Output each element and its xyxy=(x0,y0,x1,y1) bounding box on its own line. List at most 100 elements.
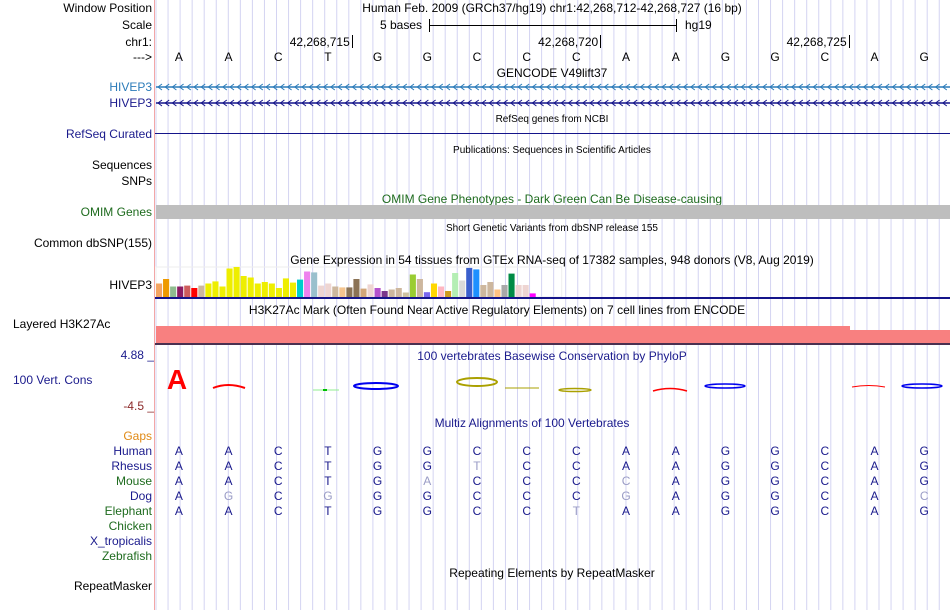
gtex-tissue-bar[interactable] xyxy=(473,269,480,297)
gtex-tissue-bar[interactable] xyxy=(282,278,289,297)
gencode-label-2[interactable]: HIVEP3 xyxy=(109,96,152,110)
gtex-tissue-bar[interactable] xyxy=(240,276,247,297)
gtex-tissue-bar[interactable] xyxy=(261,282,268,297)
strand-chevron-icon xyxy=(229,83,235,91)
gtex-tissue-bar[interactable] xyxy=(360,288,367,297)
gtex-tissue-bar[interactable] xyxy=(332,286,339,298)
gtex-tissue-bar[interactable] xyxy=(191,288,198,297)
gtex-tissue-bar[interactable] xyxy=(311,272,318,297)
gencode-label-1[interactable]: HIVEP3 xyxy=(109,80,152,94)
gtex-tissue-bar[interactable] xyxy=(508,273,515,297)
strand-chevron-icon xyxy=(185,83,192,91)
species-label[interactable]: Rhesus xyxy=(111,459,152,473)
phylop-label[interactable]: 100 Vert. Cons xyxy=(13,373,93,387)
omim-title: OMIM Gene Phenotypes - Dark Green Can Be… xyxy=(381,192,723,206)
dbsnp-label[interactable]: Common dbSNP(155) xyxy=(33,236,152,250)
refseq-gene-line[interactable] xyxy=(155,133,950,134)
gtex-tissue-bar[interactable] xyxy=(515,285,522,297)
species-label[interactable]: Human xyxy=(113,444,152,458)
gtex-tissue-bar[interactable] xyxy=(423,292,430,297)
gtex-tissue-bar[interactable] xyxy=(275,288,282,297)
strand-chevron-icon xyxy=(718,99,724,107)
strand-chevron-icon xyxy=(502,83,508,91)
refseq-label[interactable]: RefSeq Curated xyxy=(65,127,152,141)
repeatmasker-label[interactable]: RepeatMasker xyxy=(73,579,152,593)
gtex-tissue-bar[interactable] xyxy=(219,286,226,298)
gtex-tissue-bar[interactable] xyxy=(205,283,212,298)
gtex-tissue-bar[interactable] xyxy=(416,279,423,297)
h3k27ac-label[interactable]: Layered H3K27Ac xyxy=(13,317,111,331)
gtex-tissue-bar[interactable] xyxy=(247,277,254,298)
snps-label[interactable]: SNPs xyxy=(121,174,152,188)
species-label[interactable]: Mouse xyxy=(115,474,152,488)
gtex-tissue-bar[interactable] xyxy=(480,285,487,297)
gtex-expression-chart[interactable] xyxy=(155,266,950,301)
gtex-label[interactable]: HIVEP3 xyxy=(109,278,152,292)
gtex-tissue-bar[interactable] xyxy=(402,292,409,298)
species-label[interactable]: Chicken xyxy=(108,519,152,533)
gtex-tissue-bar[interactable] xyxy=(409,274,416,298)
strand-chevron-icon xyxy=(279,83,285,91)
alignment-base: A xyxy=(870,459,879,473)
species-label[interactable]: X_tropicalis xyxy=(89,534,152,548)
gtex-tissue-bar[interactable] xyxy=(184,285,191,297)
alignment-base: C xyxy=(621,474,631,488)
gtex-tissue-bar[interactable] xyxy=(353,279,360,297)
strand-chevron-icon xyxy=(351,83,357,91)
gtex-tissue-bar[interactable] xyxy=(339,287,346,297)
gtex-tissue-bar[interactable] xyxy=(289,282,297,297)
gtex-tissue-bar[interactable] xyxy=(374,288,381,297)
strand-chevron-icon xyxy=(905,99,912,107)
gtex-tissue-bar[interactable] xyxy=(304,271,311,298)
omim-gene-bar[interactable] xyxy=(156,205,950,219)
gtex-tissue-bar[interactable] xyxy=(388,289,395,298)
h3k27ac-signal-2[interactable] xyxy=(850,330,950,343)
alignment-base: G xyxy=(720,489,731,503)
gtex-tissue-bar[interactable] xyxy=(318,285,325,297)
gtex-tissue-bar[interactable] xyxy=(346,287,353,297)
h3k27ac-signal-1[interactable] xyxy=(156,326,850,343)
gtex-tissue-bar[interactable] xyxy=(367,284,374,297)
gtex-tissue-bar[interactable] xyxy=(297,279,304,297)
gtex-tissue-bar[interactable] xyxy=(268,283,275,298)
species-label[interactable]: Elephant xyxy=(104,504,152,518)
omim-label[interactable]: OMIM Genes xyxy=(80,205,152,219)
gtex-tissue-bar[interactable] xyxy=(487,282,494,297)
tracks-panel[interactable]: Human Feb. 2009 (GRCh37/hg19) chr1:42,26… xyxy=(155,0,950,610)
gtex-tissue-bar[interactable] xyxy=(430,283,438,298)
gtex-tissue-bar[interactable] xyxy=(325,283,332,298)
reference-base: C xyxy=(472,50,482,64)
gtex-tissue-bar[interactable] xyxy=(459,280,466,298)
strand-chevron-icon xyxy=(509,99,516,107)
gtex-tissue-bar[interactable] xyxy=(177,286,184,298)
gtex-tissue-bar[interactable] xyxy=(170,286,177,298)
gtex-tissue-bar[interactable] xyxy=(395,288,402,297)
gtex-tissue-bar[interactable] xyxy=(226,268,233,298)
gtex-tissue-bar[interactable] xyxy=(381,291,388,297)
strand-chevron-icon xyxy=(589,99,595,107)
gtex-tissue-bar[interactable] xyxy=(254,283,261,298)
gtex-tissue-bar[interactable] xyxy=(212,281,219,297)
sequences-label[interactable]: Sequences xyxy=(91,158,152,172)
gtex-tissue-bar[interactable] xyxy=(233,267,240,297)
gtex-tissue-bar[interactable] xyxy=(522,285,529,297)
gtex-tissue-bar[interactable] xyxy=(445,291,452,297)
strand-chevron-icon xyxy=(783,83,789,91)
gtex-tissue-bar[interactable] xyxy=(529,293,536,297)
gtex-tissue-bar[interactable] xyxy=(466,267,473,297)
gtex-tissue-bar[interactable] xyxy=(198,285,205,297)
species-label[interactable]: Zebrafish xyxy=(101,549,152,563)
strand-chevron-icon xyxy=(567,83,573,91)
gtex-tissue-bar[interactable] xyxy=(501,285,508,297)
gencode-genes[interactable] xyxy=(155,80,950,110)
species-label[interactable]: Dog xyxy=(129,489,152,503)
phylop-logo[interactable]: A xyxy=(155,365,950,395)
gtex-tissue-bar[interactable] xyxy=(156,283,163,298)
strand-chevron-icon xyxy=(286,83,292,91)
gtex-tissue-bar[interactable] xyxy=(163,279,170,297)
strand-chevron-icon xyxy=(193,83,199,91)
gtex-tissue-bar[interactable] xyxy=(438,286,445,298)
alignment-base: A xyxy=(174,489,183,503)
gtex-tissue-bar[interactable] xyxy=(494,289,501,298)
gtex-tissue-bar[interactable] xyxy=(452,273,459,297)
